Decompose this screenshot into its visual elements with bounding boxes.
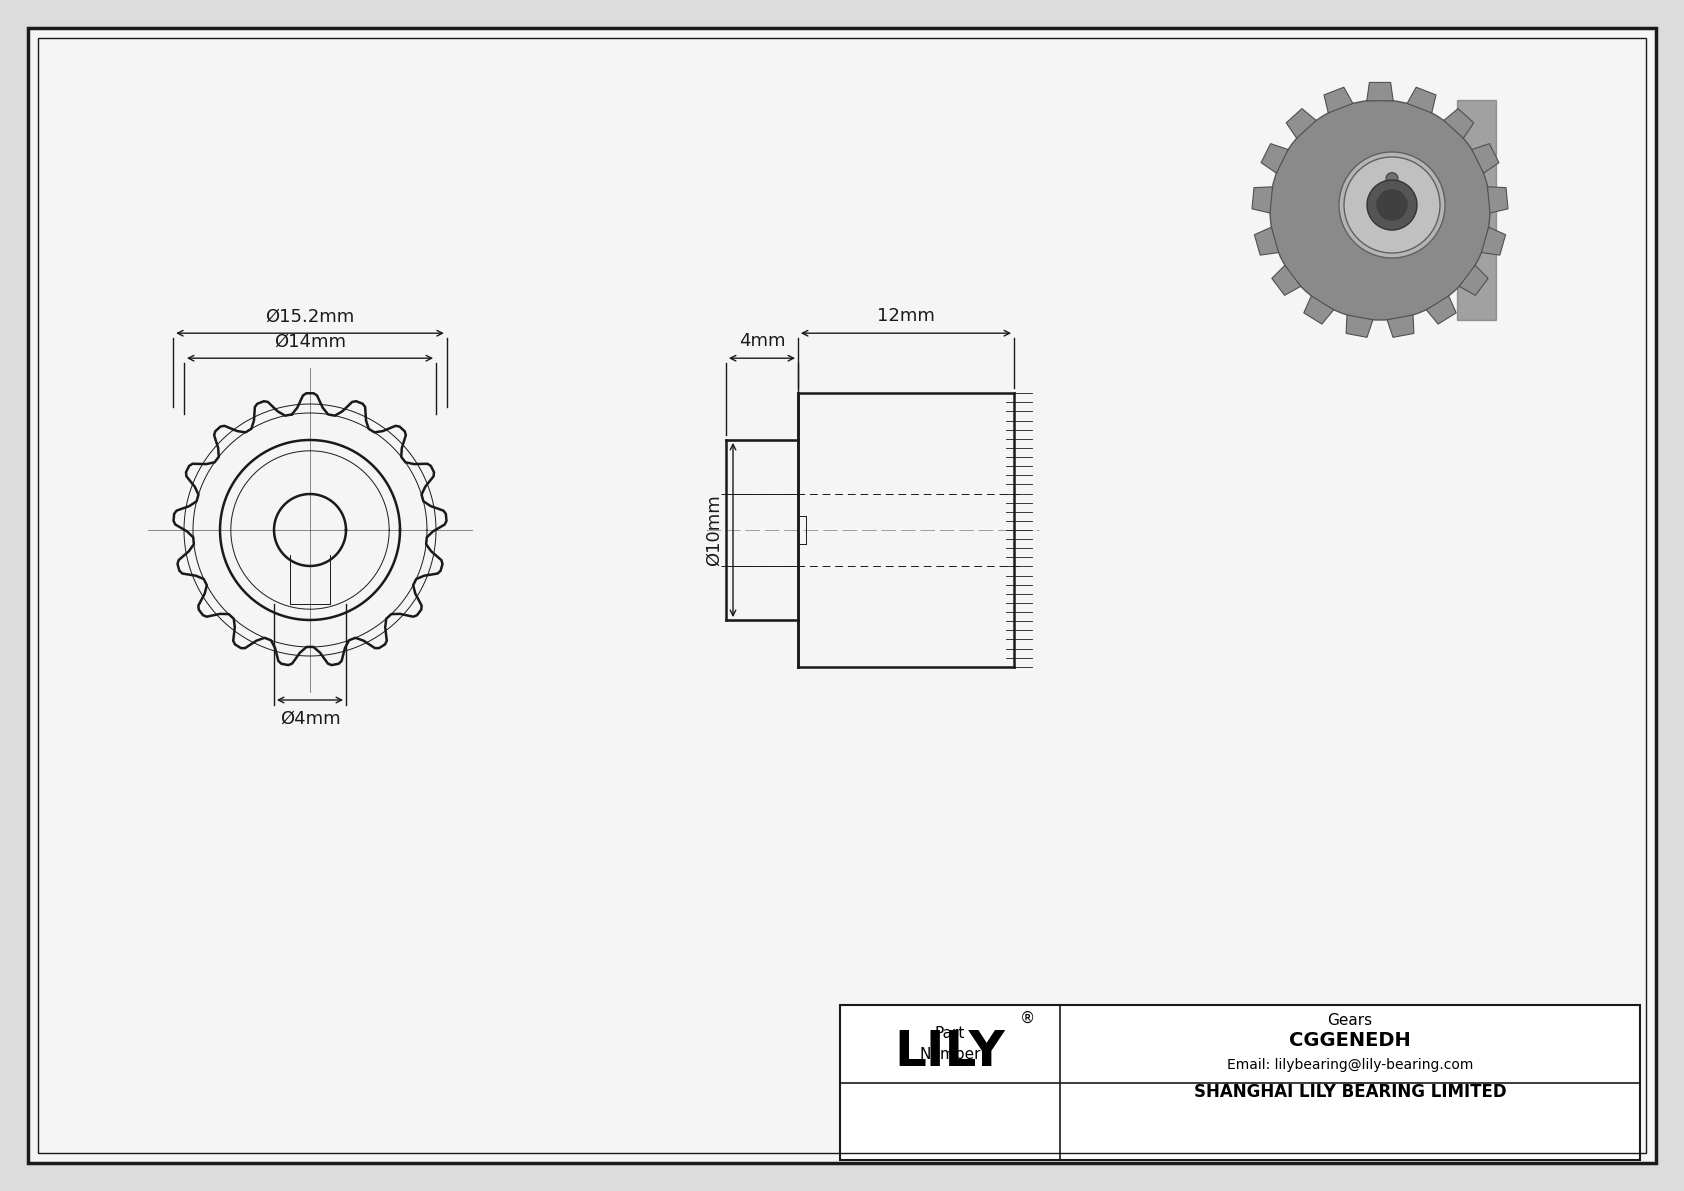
Circle shape bbox=[1378, 191, 1408, 220]
Polygon shape bbox=[1388, 314, 1415, 337]
Bar bbox=[840, 1005, 1640, 1160]
Text: 4mm: 4mm bbox=[739, 332, 785, 350]
Polygon shape bbox=[1251, 187, 1273, 213]
Polygon shape bbox=[1460, 266, 1489, 295]
Text: Ø15.2mm: Ø15.2mm bbox=[266, 307, 355, 325]
Polygon shape bbox=[1261, 144, 1288, 173]
Polygon shape bbox=[1346, 314, 1372, 337]
Text: ®: ® bbox=[1021, 1011, 1036, 1027]
Text: Part
Number: Part Number bbox=[919, 1025, 980, 1061]
Text: CGGENEDH: CGGENEDH bbox=[1290, 1031, 1411, 1050]
Text: LILY: LILY bbox=[894, 1028, 1005, 1075]
Circle shape bbox=[1270, 100, 1490, 320]
Text: Email: lilybearing@lily-bearing.com: Email: lilybearing@lily-bearing.com bbox=[1228, 1059, 1474, 1072]
Text: Ø10mm: Ø10mm bbox=[706, 494, 722, 566]
Polygon shape bbox=[1408, 87, 1436, 113]
Polygon shape bbox=[1482, 227, 1505, 255]
Bar bbox=[1457, 100, 1495, 320]
Circle shape bbox=[1386, 173, 1398, 185]
Polygon shape bbox=[1487, 187, 1507, 213]
Polygon shape bbox=[1472, 144, 1499, 173]
Polygon shape bbox=[1255, 227, 1278, 255]
Circle shape bbox=[1344, 157, 1440, 252]
Polygon shape bbox=[1324, 87, 1352, 113]
Text: Gears: Gears bbox=[1327, 1014, 1372, 1028]
Polygon shape bbox=[1287, 108, 1317, 138]
Polygon shape bbox=[1271, 266, 1300, 295]
Text: 12mm: 12mm bbox=[877, 307, 935, 325]
Polygon shape bbox=[1443, 108, 1474, 138]
Circle shape bbox=[1367, 180, 1416, 230]
Text: Ø14mm: Ø14mm bbox=[274, 332, 345, 350]
Polygon shape bbox=[1367, 82, 1393, 101]
Text: SHANGHAI LILY BEARING LIMITED: SHANGHAI LILY BEARING LIMITED bbox=[1194, 1083, 1505, 1100]
Polygon shape bbox=[1426, 295, 1457, 324]
Circle shape bbox=[1339, 152, 1445, 258]
Polygon shape bbox=[1303, 295, 1334, 324]
Text: Ø4mm: Ø4mm bbox=[280, 710, 340, 728]
